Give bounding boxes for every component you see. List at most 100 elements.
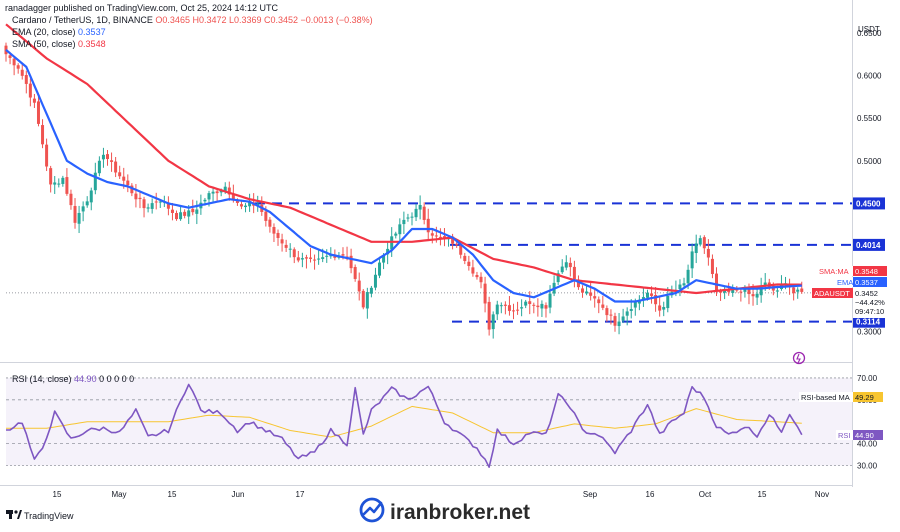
price-tick-label: 0.5500 bbox=[857, 114, 882, 123]
iranbroker-brand: iranbroker.net bbox=[390, 501, 530, 524]
candle-body bbox=[126, 180, 130, 186]
candle-body bbox=[613, 316, 617, 326]
ema-tag-name: EMA bbox=[837, 278, 853, 287]
candle-body bbox=[142, 199, 146, 209]
candle-body bbox=[617, 321, 621, 327]
currency-sep bbox=[853, 18, 879, 19]
sma-legend-label: SMA (50, close) bbox=[12, 39, 76, 49]
candle-body bbox=[353, 266, 357, 279]
candle-body bbox=[106, 154, 109, 160]
candle-body bbox=[792, 287, 796, 294]
candle-body bbox=[536, 305, 540, 308]
candle-body bbox=[451, 236, 455, 244]
rsi-legend-value: 44.90 bbox=[74, 374, 97, 384]
candle-body bbox=[414, 208, 418, 218]
candle-body bbox=[390, 236, 394, 250]
time-tick-label: Oct bbox=[699, 490, 712, 499]
candle-body bbox=[187, 210, 191, 217]
price-tick-label: 0.6000 bbox=[857, 71, 882, 80]
candle-body bbox=[568, 262, 572, 268]
candle-body bbox=[183, 211, 187, 216]
candle-body bbox=[114, 161, 118, 173]
candle-body bbox=[540, 303, 544, 309]
currency-label: USDT bbox=[858, 25, 880, 34]
iranbroker-logo-ring bbox=[359, 497, 385, 523]
candle-body bbox=[150, 203, 154, 209]
candle-body bbox=[430, 233, 434, 236]
candle-body bbox=[633, 301, 637, 308]
candle-body bbox=[235, 200, 239, 203]
pair-tag-name-bg bbox=[812, 288, 853, 298]
candle-body bbox=[532, 304, 536, 306]
replay-icon-bolt bbox=[796, 353, 801, 364]
candle-body bbox=[268, 219, 272, 227]
candle-body bbox=[666, 295, 670, 309]
candle-body bbox=[410, 216, 414, 218]
candle-body bbox=[564, 262, 568, 268]
symbol-name[interactable]: Cardano / TetherUS, 1D, BINANCE bbox=[12, 15, 153, 25]
candle-body bbox=[479, 276, 483, 283]
candle-body bbox=[775, 290, 779, 292]
candle-body bbox=[317, 258, 321, 260]
candle-body bbox=[223, 186, 227, 192]
level-tag-bg-2 bbox=[853, 315, 885, 328]
candle-body bbox=[138, 197, 142, 200]
tradingview-logo bbox=[6, 510, 22, 519]
time-tick-label: May bbox=[111, 490, 126, 499]
candle-body bbox=[69, 193, 73, 206]
candle-body bbox=[487, 301, 491, 330]
candle-body bbox=[122, 176, 126, 181]
candle-body bbox=[81, 206, 85, 212]
publisher-line: ranadagger published on TradingView.com,… bbox=[5, 3, 279, 13]
ema-legend[interactable]: EMA (20, close) 0.3537 bbox=[12, 27, 106, 37]
candle-body bbox=[49, 168, 53, 185]
candle-body bbox=[24, 75, 28, 84]
candle-body bbox=[751, 294, 755, 297]
candle-body bbox=[455, 243, 459, 245]
candle-body bbox=[678, 284, 682, 290]
candle-body bbox=[304, 257, 308, 259]
rsi-tick-label: 70.00 bbox=[857, 374, 878, 383]
candle-body bbox=[755, 293, 759, 298]
candle-body bbox=[459, 245, 463, 255]
candle-body bbox=[313, 259, 317, 261]
rsi-legend[interactable]: RSI (14, close) 44.90 0 0 0 0 0 bbox=[12, 374, 134, 384]
ema-legend-value: 0.3537 bbox=[78, 27, 106, 37]
candle-body bbox=[715, 273, 718, 291]
candle-body bbox=[365, 292, 369, 309]
candle-body bbox=[597, 299, 601, 304]
candle-body bbox=[45, 144, 49, 167]
candle-body bbox=[12, 58, 16, 66]
candle-body bbox=[731, 289, 735, 293]
candle-body bbox=[710, 258, 714, 274]
candle-body bbox=[378, 262, 382, 276]
iranbroker-logo-arrow bbox=[362, 501, 383, 516]
candle-body bbox=[118, 172, 122, 177]
candle-body bbox=[507, 305, 511, 311]
candle-body bbox=[20, 69, 24, 76]
price-tag-pct: −44.42% bbox=[855, 298, 885, 307]
candle-body bbox=[382, 255, 386, 263]
candle-body bbox=[244, 205, 248, 208]
sma-legend[interactable]: SMA (50, close) 0.3548 bbox=[12, 39, 106, 49]
candle-body bbox=[166, 202, 170, 209]
tradingview-brand: TradingView bbox=[24, 511, 74, 521]
candle-body bbox=[662, 306, 666, 310]
candle-body bbox=[560, 266, 564, 273]
candle-body bbox=[85, 201, 89, 206]
candles bbox=[4, 42, 804, 339]
candle-body bbox=[747, 287, 751, 295]
candle-body bbox=[800, 288, 804, 292]
rsi-tag-value: 44.90 bbox=[855, 431, 874, 440]
candle-body bbox=[625, 311, 629, 316]
candle-body bbox=[585, 291, 589, 294]
candle-body bbox=[572, 266, 576, 280]
candle-body bbox=[796, 289, 800, 292]
price-tick-label: 0.5000 bbox=[857, 157, 882, 166]
candle-body bbox=[503, 304, 507, 306]
candle-body bbox=[702, 237, 706, 249]
candle-body bbox=[467, 261, 471, 267]
candle-body bbox=[231, 194, 235, 201]
